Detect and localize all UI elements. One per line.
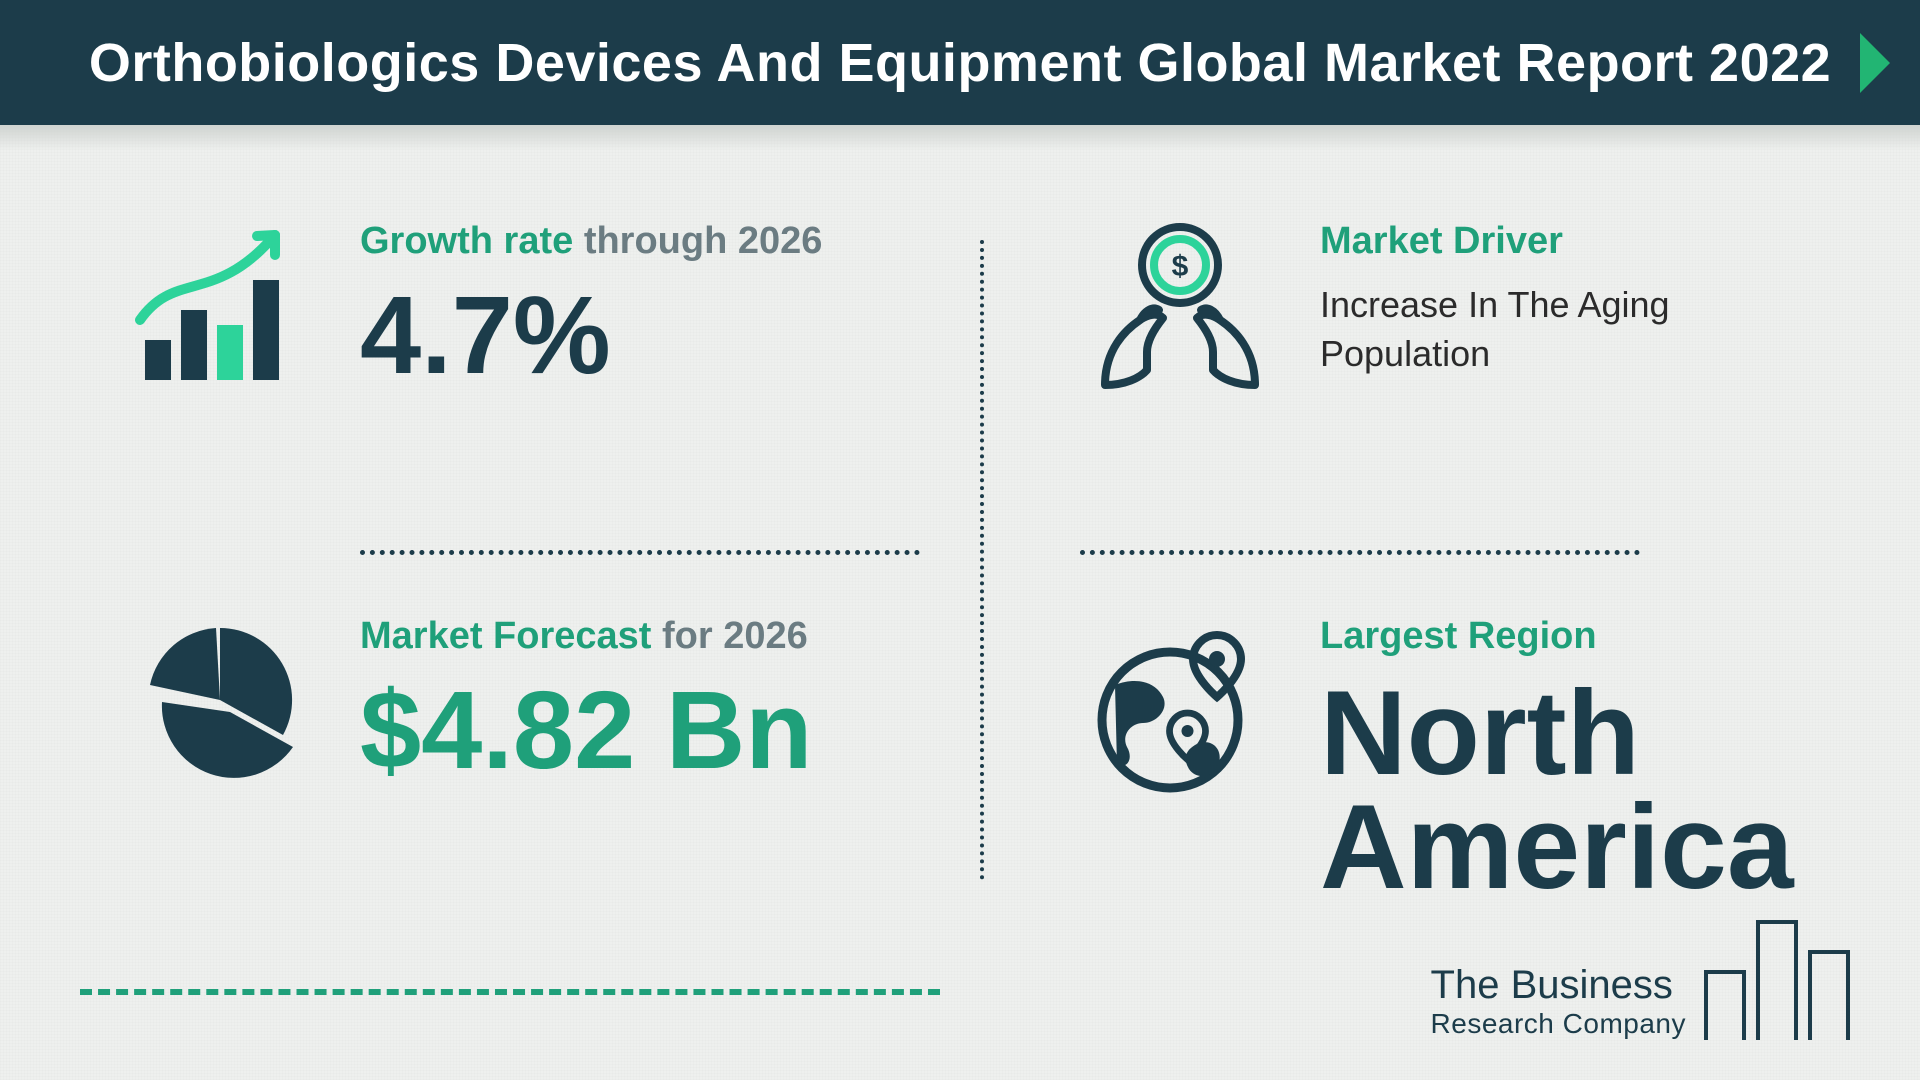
report-header: Orthobiologics Devices And Equipment Glo… <box>0 0 1920 125</box>
logo-line1: The Business <box>1431 963 1686 1008</box>
region-label-text: Largest Region <box>1320 615 1597 657</box>
bottom-green-dash <box>80 989 940 995</box>
growth-rate-block: Growth rate through 2026 4.7% <box>120 210 920 510</box>
right-horizontal-divider <box>1080 550 1640 555</box>
logo-bar <box>1808 950 1850 1040</box>
left-horizontal-divider <box>360 550 920 555</box>
forecast-label-accent: Market Forecast <box>360 615 651 657</box>
growth-label-accent: Growth rate <box>360 220 573 262</box>
region-label: Largest Region <box>1320 615 1800 658</box>
forecast-label: Market Forecast for 2026 <box>360 615 920 658</box>
left-column: Growth rate through 2026 4.7% <box>120 210 980 930</box>
largest-region-block: Largest Region North America <box>1080 605 1800 905</box>
market-driver-block: $ Market Driver Increase In The Aging Po… <box>1080 210 1800 510</box>
forecast-label-muted: for 2026 <box>662 615 808 657</box>
header-arrow-accent <box>1860 0 1920 125</box>
growth-label: Growth rate through 2026 <box>360 220 920 263</box>
region-value: North America <box>1320 676 1800 904</box>
driver-label: Market Driver <box>1320 220 1800 263</box>
logo-bar <box>1756 920 1798 1040</box>
growth-value: 4.7% <box>360 281 920 391</box>
header-shadow <box>0 125 1920 150</box>
svg-text:$: $ <box>1172 250 1189 283</box>
driver-label-text: Market Driver <box>1320 220 1563 262</box>
logo-bars-icon <box>1704 920 1850 1040</box>
logo-text: The Business Research Company <box>1431 963 1686 1040</box>
globe-pins-icon <box>1080 605 1280 805</box>
company-logo: The Business Research Company <box>1431 920 1850 1040</box>
pie-chart-icon <box>120 605 320 785</box>
region-value-line2: America <box>1320 780 1794 914</box>
right-column: $ Market Driver Increase In The Aging Po… <box>980 210 1800 930</box>
hands-coin-icon: $ <box>1080 210 1280 400</box>
growth-chart-icon <box>120 210 320 400</box>
forecast-value: $4.82 Bn <box>360 676 920 786</box>
logo-bar <box>1704 970 1746 1040</box>
logo-line2: Research Company <box>1431 1008 1686 1040</box>
driver-text: Increase In The Aging Population <box>1320 281 1800 378</box>
report-title: Orthobiologics Devices And Equipment Glo… <box>89 32 1831 94</box>
forecast-block: Market Forecast for 2026 $4.82 Bn <box>120 605 920 905</box>
growth-label-muted: through 2026 <box>584 220 823 262</box>
vertical-divider <box>980 240 984 880</box>
